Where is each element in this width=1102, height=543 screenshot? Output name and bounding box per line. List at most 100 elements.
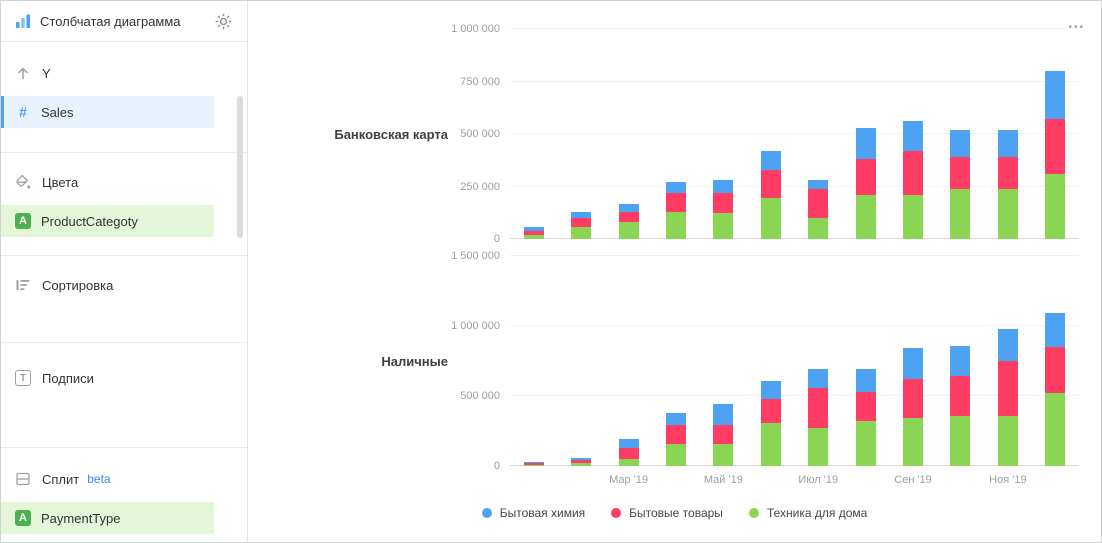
- bar-segment[interactable]: [1045, 313, 1066, 348]
- bar-segment[interactable]: [855, 194, 876, 239]
- bar-segment[interactable]: [997, 328, 1018, 362]
- field-sales[interactable]: # Sales: [1, 96, 214, 128]
- stacked-bar[interactable]: [760, 29, 781, 239]
- bar-segment[interactable]: [1045, 173, 1066, 239]
- bar-segment[interactable]: [903, 348, 924, 380]
- bar-segment[interactable]: [950, 188, 971, 239]
- bar-segment[interactable]: [571, 459, 592, 464]
- stacked-bar[interactable]: [523, 29, 544, 239]
- bar-segment[interactable]: [571, 211, 592, 219]
- bar-segment[interactable]: [665, 211, 686, 239]
- bar-segment[interactable]: [808, 387, 829, 429]
- bar-segment[interactable]: [855, 127, 876, 160]
- stacked-bar[interactable]: [713, 256, 734, 466]
- bar-segment[interactable]: [713, 425, 734, 444]
- bar-segment[interactable]: [903, 121, 924, 151]
- bar-segment[interactable]: [950, 415, 971, 466]
- bar-segment[interactable]: [571, 227, 592, 239]
- legend-item-household-goods[interactable]: Бытовые товары: [611, 506, 723, 520]
- bar-segment[interactable]: [855, 159, 876, 195]
- bar-segment[interactable]: [760, 380, 781, 399]
- sidebar-scrollbar[interactable]: [237, 96, 243, 238]
- stacked-bar[interactable]: [665, 256, 686, 466]
- legend-item-home-appliances[interactable]: Техника для дома: [748, 506, 867, 520]
- bar-segment[interactable]: [713, 212, 734, 239]
- bar-segment[interactable]: [903, 379, 924, 419]
- bar-segment[interactable]: [713, 404, 734, 426]
- bar-segment[interactable]: [855, 421, 876, 466]
- bar-segment[interactable]: [713, 443, 734, 466]
- bar-segment[interactable]: [997, 415, 1018, 466]
- bar-segment[interactable]: [760, 422, 781, 466]
- bar-segment[interactable]: [618, 439, 639, 448]
- stacked-bar[interactable]: [808, 29, 829, 239]
- bar-segment[interactable]: [950, 345, 971, 377]
- bar-segment[interactable]: [571, 463, 592, 466]
- bar-segment[interactable]: [523, 230, 544, 235]
- legend-item-household-chemicals[interactable]: Бытовая химия: [481, 506, 585, 520]
- chart-menu-button[interactable]: •••: [1068, 23, 1085, 33]
- bar-segment[interactable]: [997, 129, 1018, 158]
- field-productcategory[interactable]: A ProductCategoty: [1, 205, 214, 237]
- bar-segment[interactable]: [665, 192, 686, 212]
- settings-gear-icon[interactable]: [214, 12, 233, 31]
- stacked-bar[interactable]: [1045, 256, 1066, 466]
- bar-segment[interactable]: [1045, 119, 1066, 174]
- bar-segment[interactable]: [808, 188, 829, 218]
- bar-segment[interactable]: [618, 204, 639, 212]
- bar-segment[interactable]: [571, 218, 592, 228]
- bar-segment[interactable]: [523, 461, 544, 463]
- bar-segment[interactable]: [760, 398, 781, 423]
- bar-segment[interactable]: [618, 222, 639, 239]
- stacked-bar[interactable]: [950, 256, 971, 466]
- bar-segment[interactable]: [618, 459, 639, 466]
- stacked-bar[interactable]: [571, 256, 592, 466]
- stacked-bar[interactable]: [950, 29, 971, 239]
- stacked-bar[interactable]: [760, 256, 781, 466]
- bar-segment[interactable]: [808, 369, 829, 388]
- bar-segment[interactable]: [903, 194, 924, 239]
- bar-segment[interactable]: [713, 192, 734, 213]
- stacked-bar[interactable]: [808, 256, 829, 466]
- bar-segment[interactable]: [855, 369, 876, 392]
- stacked-bar[interactable]: [903, 29, 924, 239]
- stacked-bar[interactable]: [997, 29, 1018, 239]
- bar-segment[interactable]: [808, 428, 829, 466]
- stacked-bar[interactable]: [855, 29, 876, 239]
- bar-segment[interactable]: [997, 188, 1018, 239]
- stacked-bar[interactable]: [1045, 29, 1066, 239]
- bar-segment[interactable]: [1045, 347, 1066, 394]
- bar-segment[interactable]: [523, 462, 544, 466]
- bar-segment[interactable]: [903, 150, 924, 195]
- bar-segment[interactable]: [618, 211, 639, 223]
- bar-segment[interactable]: [713, 180, 734, 193]
- bar-segment[interactable]: [950, 376, 971, 416]
- stacked-bar[interactable]: [665, 29, 686, 239]
- bar-segment[interactable]: [665, 443, 686, 466]
- bar-segment[interactable]: [665, 425, 686, 444]
- bar-segment[interactable]: [903, 418, 924, 466]
- bar-segment[interactable]: [760, 169, 781, 199]
- bar-segment[interactable]: [1045, 393, 1066, 466]
- bar-segment[interactable]: [997, 361, 1018, 416]
- stacked-bar[interactable]: [618, 256, 639, 466]
- bar-segment[interactable]: [760, 150, 781, 170]
- bar-segment[interactable]: [808, 180, 829, 189]
- field-paymenttype[interactable]: A PaymentType: [1, 502, 214, 534]
- bar-segment[interactable]: [571, 457, 592, 460]
- stacked-bar[interactable]: [618, 29, 639, 239]
- bar-segment[interactable]: [808, 218, 829, 239]
- bar-segment[interactable]: [760, 198, 781, 239]
- stacked-bar[interactable]: [855, 256, 876, 466]
- bar-segment[interactable]: [618, 447, 639, 459]
- stacked-bar[interactable]: [571, 29, 592, 239]
- bar-segment[interactable]: [523, 234, 544, 239]
- stacked-bar[interactable]: [903, 256, 924, 466]
- bar-segment[interactable]: [997, 157, 1018, 189]
- stacked-bar[interactable]: [997, 256, 1018, 466]
- bar-segment[interactable]: [665, 182, 686, 193]
- bar-segment[interactable]: [950, 157, 971, 189]
- stacked-bar[interactable]: [523, 256, 544, 466]
- bar-segment[interactable]: [523, 465, 544, 466]
- stacked-bar[interactable]: [713, 29, 734, 239]
